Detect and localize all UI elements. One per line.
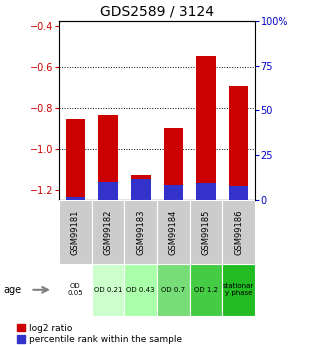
- Bar: [229, 86, 248, 200]
- Bar: [124, 264, 157, 316]
- Bar: [229, 186, 248, 200]
- Bar: [196, 56, 216, 200]
- Bar: [131, 179, 151, 200]
- Text: OD 1.2: OD 1.2: [194, 287, 218, 293]
- Bar: [131, 176, 151, 200]
- Bar: [66, 119, 85, 200]
- Text: GSM99183: GSM99183: [136, 209, 145, 255]
- Text: GSM99182: GSM99182: [104, 209, 113, 255]
- Bar: [190, 264, 222, 316]
- Text: OD 0.21: OD 0.21: [94, 287, 122, 293]
- Bar: [164, 185, 183, 200]
- Text: GSM99186: GSM99186: [234, 209, 243, 255]
- Bar: [59, 264, 92, 316]
- Text: OD 0.43: OD 0.43: [127, 287, 155, 293]
- Text: OD 0.7: OD 0.7: [161, 287, 185, 293]
- Bar: [157, 200, 190, 264]
- Bar: [124, 200, 157, 264]
- Bar: [157, 264, 190, 316]
- Text: OD
0.05: OD 0.05: [67, 283, 83, 296]
- Bar: [196, 183, 216, 200]
- Bar: [98, 182, 118, 200]
- Text: GSM99184: GSM99184: [169, 209, 178, 255]
- Bar: [92, 264, 124, 316]
- Bar: [222, 200, 255, 264]
- Bar: [164, 128, 183, 200]
- Bar: [222, 264, 255, 316]
- Text: GSM99181: GSM99181: [71, 209, 80, 255]
- Bar: [59, 200, 92, 264]
- Text: stationar
y phase: stationar y phase: [223, 283, 254, 296]
- Bar: [92, 200, 124, 264]
- Bar: [66, 197, 85, 200]
- Title: GDS2589 / 3124: GDS2589 / 3124: [100, 4, 214, 18]
- Legend: log2 ratio, percentile rank within the sample: log2 ratio, percentile rank within the s…: [17, 324, 182, 344]
- Bar: [98, 115, 118, 200]
- Text: age: age: [3, 285, 21, 295]
- Bar: [190, 200, 222, 264]
- Text: GSM99185: GSM99185: [202, 209, 211, 255]
